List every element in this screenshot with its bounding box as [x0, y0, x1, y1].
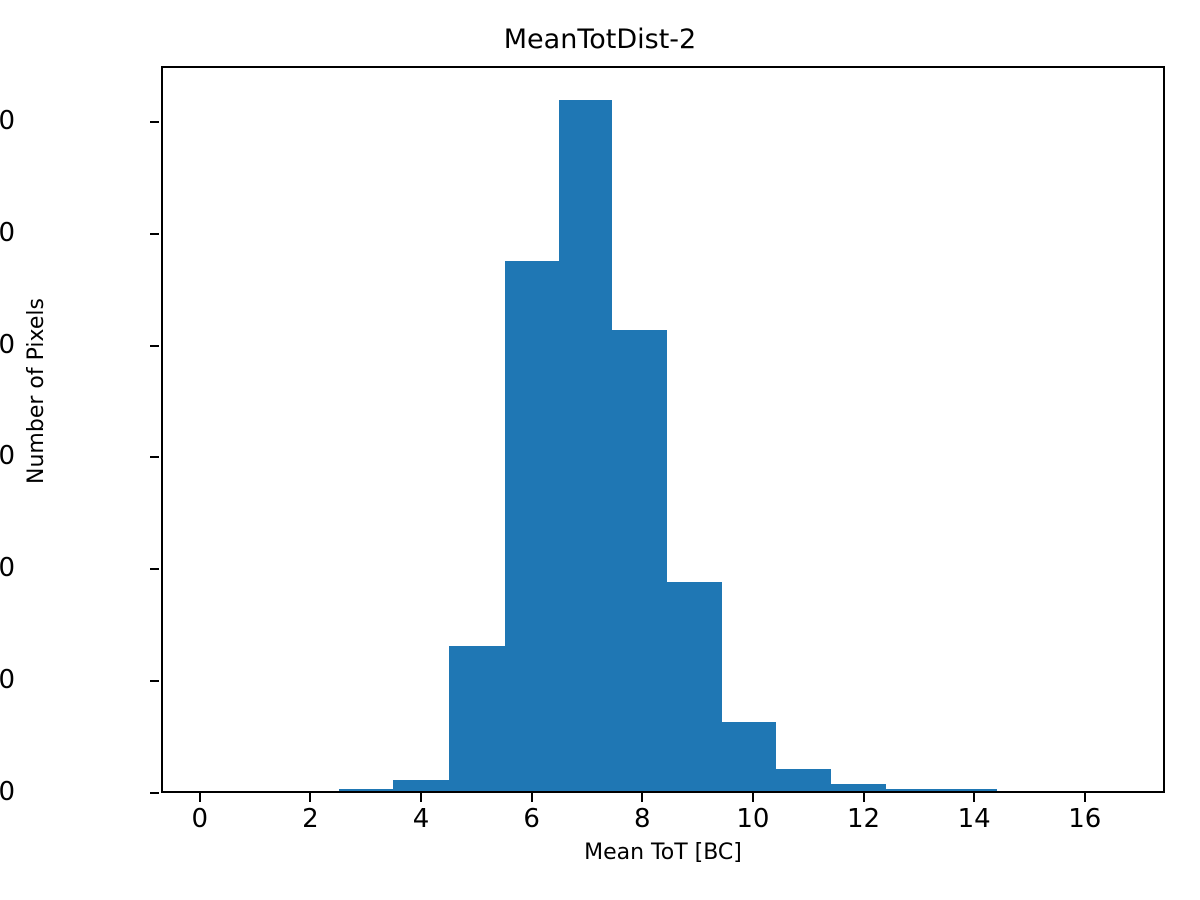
x-tick-label: 14 [957, 804, 991, 834]
x-tick-label: 4 [412, 804, 430, 834]
histogram-bar [504, 260, 560, 791]
y-tick-mark [150, 568, 159, 571]
x-tick-label: 10 [736, 804, 770, 834]
x-tick-label: 16 [1068, 804, 1102, 834]
y-tick-mark [150, 456, 159, 459]
histogram-bars [163, 68, 1163, 791]
x-tick-label: 0 [191, 804, 208, 834]
y-tick-mark [150, 792, 159, 794]
x-tick-mark [751, 793, 754, 802]
x-axis-label: Mean ToT [BC] [584, 840, 742, 865]
x-tick-mark [419, 793, 422, 802]
histogram-bar [393, 779, 449, 791]
page-title: MeanTotDist-2 [503, 24, 697, 55]
y-tick-label: 4000 [0, 329, 15, 360]
x-tick-mark [198, 793, 201, 802]
histogram-bar [612, 330, 668, 791]
histogram-bar [776, 768, 832, 791]
x-tick-mark [1083, 793, 1086, 802]
y-tick-mark [150, 680, 159, 683]
y-tick-label: 6000 [0, 105, 15, 136]
y-axis-label: Number of Pixels [24, 298, 49, 484]
x-tick-mark [641, 793, 644, 802]
x-tick-label: 6 [523, 804, 540, 834]
histogram-bar [339, 789, 394, 791]
y-tick-label: 0 [0, 777, 15, 807]
y-tick-label: 1000 [0, 665, 15, 696]
x-tick-label: 12 [846, 804, 881, 834]
histogram-bar [885, 789, 997, 791]
plot-area [161, 66, 1165, 793]
x-tick-mark [862, 793, 865, 802]
histogram-bar [831, 784, 886, 791]
histogram-bar [722, 721, 777, 791]
x-tick-label: 8 [633, 804, 651, 834]
y-tick-mark [150, 232, 159, 235]
x-tick-mark [530, 793, 533, 802]
y-tick-label: 3000 [0, 441, 15, 472]
y-tick-mark [150, 344, 159, 347]
x-tick-label: 2 [302, 804, 319, 834]
histogram-bar [448, 645, 505, 791]
x-tick-mark [973, 793, 976, 802]
y-tick-label: 5000 [0, 217, 15, 248]
histogram-bar [559, 99, 613, 791]
histogram-bar [667, 581, 723, 791]
y-tick-mark [150, 120, 159, 123]
x-tick-mark [309, 793, 312, 802]
